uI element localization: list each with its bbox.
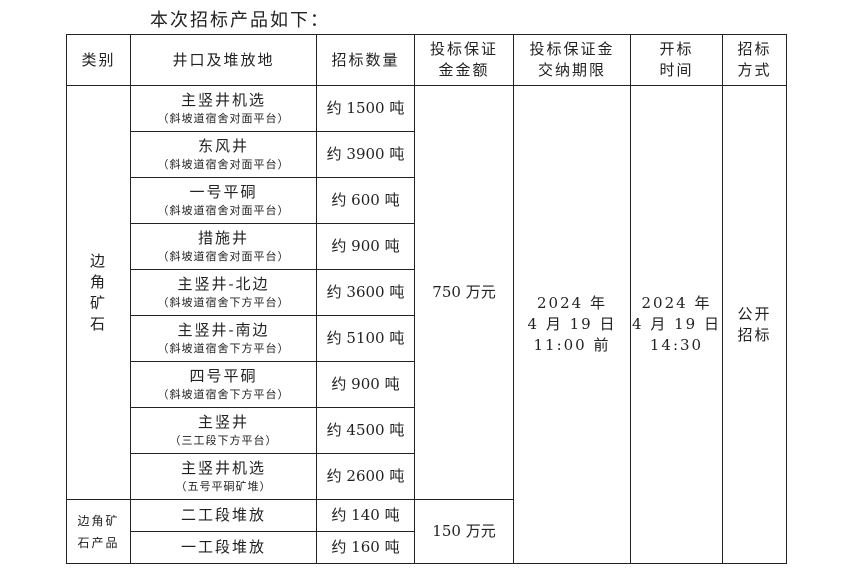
location-cell: 主竖井-北边 （斜坡道宿舍下方平台） (130, 269, 317, 316)
header-deadline-text: 投标保证金交纳期限 (529, 40, 615, 79)
table-row: 四号平硐 （斜坡道宿舍下方平台） 约 900 吨 (67, 361, 787, 408)
location-cell: 东风井 （斜坡道宿舍对面平台） (130, 131, 317, 178)
deadline-text: 2024 年 (537, 294, 607, 312)
quantity-cell: 约 900 吨 (316, 361, 415, 408)
table-row: 边角矿石 主竖井机选 （斜坡道宿舍对面平台）约 1500 吨 750 万元 2024 年… (66, 85, 787, 564)
method-text: 招标 (737, 325, 772, 344)
table-row: 主竖井机选 （五号平硐矿堆） 约 2600 吨 (67, 453, 787, 500)
table-row: 一工段堆放 约 160 吨 (67, 531, 787, 564)
location-cell: 主竖井机选 （斜坡道宿舍对面平台） (130, 85, 317, 132)
table-row: 东风井 （斜坡道宿舍对面平台） 约 3900 吨 (67, 131, 787, 178)
category-text: 边角矿石产品 (77, 513, 120, 550)
location-detail: （斜坡道宿舍对面平台） (157, 250, 290, 263)
header-category: 类别 (66, 34, 131, 86)
location-cell: 主竖井 （三工段下方平台） (130, 407, 317, 454)
header-method-text: 招标方式 (737, 40, 772, 79)
location-cell: 主竖井-南边 （斜坡道宿舍下方平台） (130, 315, 317, 362)
location-detail: （斜坡道宿舍对面平台） (157, 112, 290, 125)
header-deposit-text: 投标保证金金额 (429, 40, 498, 79)
location-name: 主竖井机选 (180, 91, 266, 109)
quantity-cell: 约 160 吨 (316, 531, 415, 564)
location-cell: 主竖井机选 （五号平硐矿堆） (130, 453, 317, 500)
location-name: 主竖井-北边 (177, 275, 270, 293)
deposit-text: 750 万元 (432, 283, 496, 301)
table-row: 一号平硐 （斜坡道宿舍对面平台） 约 600 吨 (67, 177, 787, 224)
quantity-text: 约 900 吨 (331, 375, 400, 393)
location-name: 一号平硐 (189, 183, 258, 201)
header-deadline: 投标保证金交纳期限 (513, 34, 631, 86)
quantity-cell: 约 3600 吨 (316, 269, 415, 316)
quantity-text: 约 2600 吨 (326, 467, 405, 485)
deposit-text: 150 万元 (432, 522, 496, 540)
location-name: 措施井 (197, 229, 249, 247)
opening-cell: 2024 年 4 月 19 日 14:30 (630, 85, 723, 564)
quantity-text: 约 5100 吨 (326, 329, 405, 347)
location-detail: （斜坡道宿舍下方平台） (157, 342, 290, 355)
location-name: 主竖井机选 (180, 459, 266, 477)
quantity-text: 约 3900 吨 (326, 145, 405, 163)
category-cell: 边角矿石产品 (66, 499, 131, 564)
location-name: 主竖井-南边 (177, 321, 270, 339)
location-detail: （斜坡道宿舍下方平台） (157, 296, 290, 309)
deadline-text: 4 月 19 日 (527, 315, 617, 333)
category-cell: 边角矿石 (66, 85, 131, 500)
location-detail: （斜坡道宿舍对面平台） (157, 158, 290, 171)
location-cell: 二工段堆放 (130, 499, 317, 532)
location-detail: （三工段下方平台） (169, 434, 278, 447)
deposit-cell: 150 万元 (414, 499, 514, 564)
opening-text: 14:30 (649, 336, 704, 354)
quantity-text: 约 3600 吨 (326, 283, 405, 301)
header-method: 招标方式 (722, 34, 787, 86)
location-name: 一工段堆放 (180, 538, 266, 556)
opening-text: 4 月 19 日 (632, 315, 721, 333)
category-text: 边角矿石 (89, 251, 107, 333)
quantity-cell: 约 2600 吨 (316, 453, 415, 500)
location-detail: （斜坡道宿舍下方平台） (157, 388, 290, 401)
quantity-text: 约 1500 吨 (326, 99, 405, 117)
quantity-text: 约 600 吨 (331, 191, 400, 209)
method-text: 公开 (737, 304, 772, 323)
bid-products-table: 类别 井口及堆放地 招标数量 投标保证金金额 投标保证金交纳期限 开标时间 招标… (66, 34, 787, 564)
location-name: 二工段堆放 (180, 506, 266, 524)
location-name: 主竖井 (197, 413, 249, 431)
table-row: 边角矿石产品 二工段堆放 约 140 吨 150 万元 (66, 499, 787, 564)
table-row: 主竖井 （三工段下方平台） 约 4500 吨 (67, 407, 787, 454)
quantity-text: 约 160 吨 (331, 538, 400, 556)
quantity-text: 约 900 吨 (331, 237, 400, 255)
opening-text: 2024 年 (641, 294, 712, 312)
header-location: 井口及堆放地 (130, 34, 317, 86)
location-name: 东风井 (197, 137, 249, 155)
table-row: 主竖井-南边 （斜坡道宿舍下方平台） 约 5100 吨 (67, 315, 787, 362)
header-row: 类别 井口及堆放地 招标数量 投标保证金金额 投标保证金交纳期限 开标时间 招标… (66, 34, 787, 86)
header-opening: 开标时间 (630, 34, 723, 86)
location-cell: 一工段堆放 (130, 531, 317, 564)
header-deposit: 投标保证金金额 (414, 34, 514, 86)
table-row: 措施井 （斜坡道宿舍对面平台） 约 900 吨 (67, 223, 787, 270)
quantity-text: 约 4500 吨 (326, 421, 405, 439)
quantity-cell: 约 600 吨 (316, 177, 415, 224)
quantity-cell: 约 1500 吨 (316, 85, 415, 132)
location-detail: （斜坡道宿舍对面平台） (157, 204, 290, 217)
quantity-cell: 约 140 吨 (316, 499, 415, 532)
deadline-text: 11:00 前 (533, 336, 611, 354)
deadline-cell: 2024 年 4 月 19 日 11:00 前 (513, 85, 631, 564)
quantity-cell: 约 5100 吨 (316, 315, 415, 362)
location-detail: （五号平硐矿堆） (175, 480, 272, 493)
quantity-cell: 约 4500 吨 (316, 407, 415, 454)
location-cell: 措施井 （斜坡道宿舍对面平台） (130, 223, 317, 270)
quantity-cell: 约 3900 吨 (316, 131, 415, 178)
location-name: 四号平硐 (189, 367, 258, 385)
table-row: 主竖井-北边 （斜坡道宿舍下方平台） 约 3600 吨 (67, 269, 787, 316)
location-cell: 一号平硐 （斜坡道宿舍对面平台） (130, 177, 317, 224)
header-opening-text: 开标时间 (659, 40, 694, 79)
quantity-text: 约 140 吨 (331, 506, 400, 524)
header-quantity: 招标数量 (316, 34, 415, 86)
quantity-cell: 约 900 吨 (316, 223, 415, 270)
method-cell: 公开 招标 (722, 85, 787, 564)
intro-text: 本次招标产品如下： (150, 10, 330, 31)
deposit-cell: 750 万元 (414, 85, 514, 500)
location-cell: 四号平硐 （斜坡道宿舍下方平台） (130, 361, 317, 408)
